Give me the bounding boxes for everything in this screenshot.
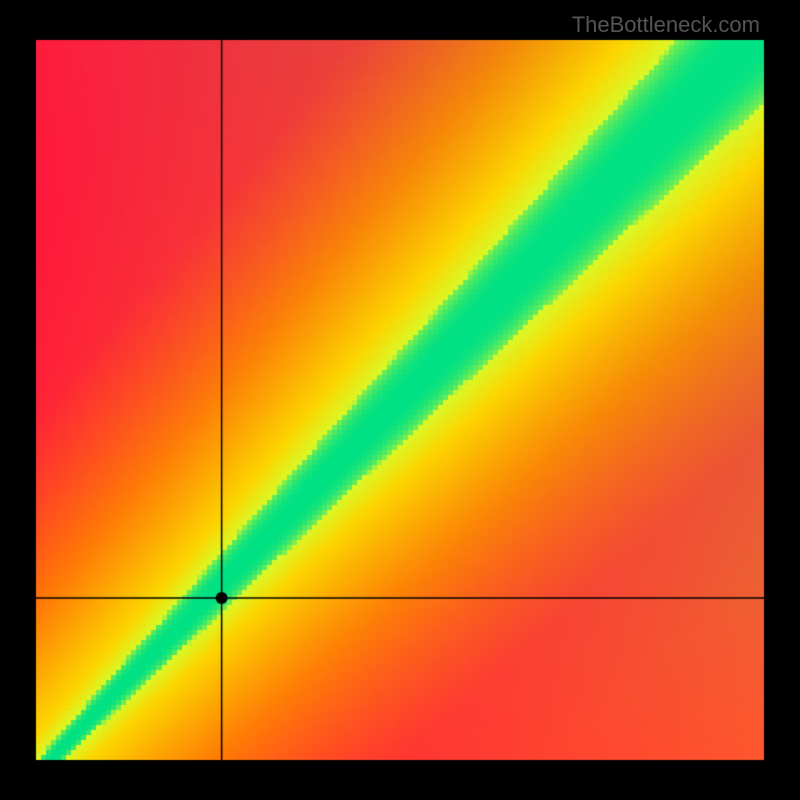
bottleneck-heatmap xyxy=(0,0,800,800)
source-watermark: TheBottleneck.com xyxy=(572,12,760,38)
